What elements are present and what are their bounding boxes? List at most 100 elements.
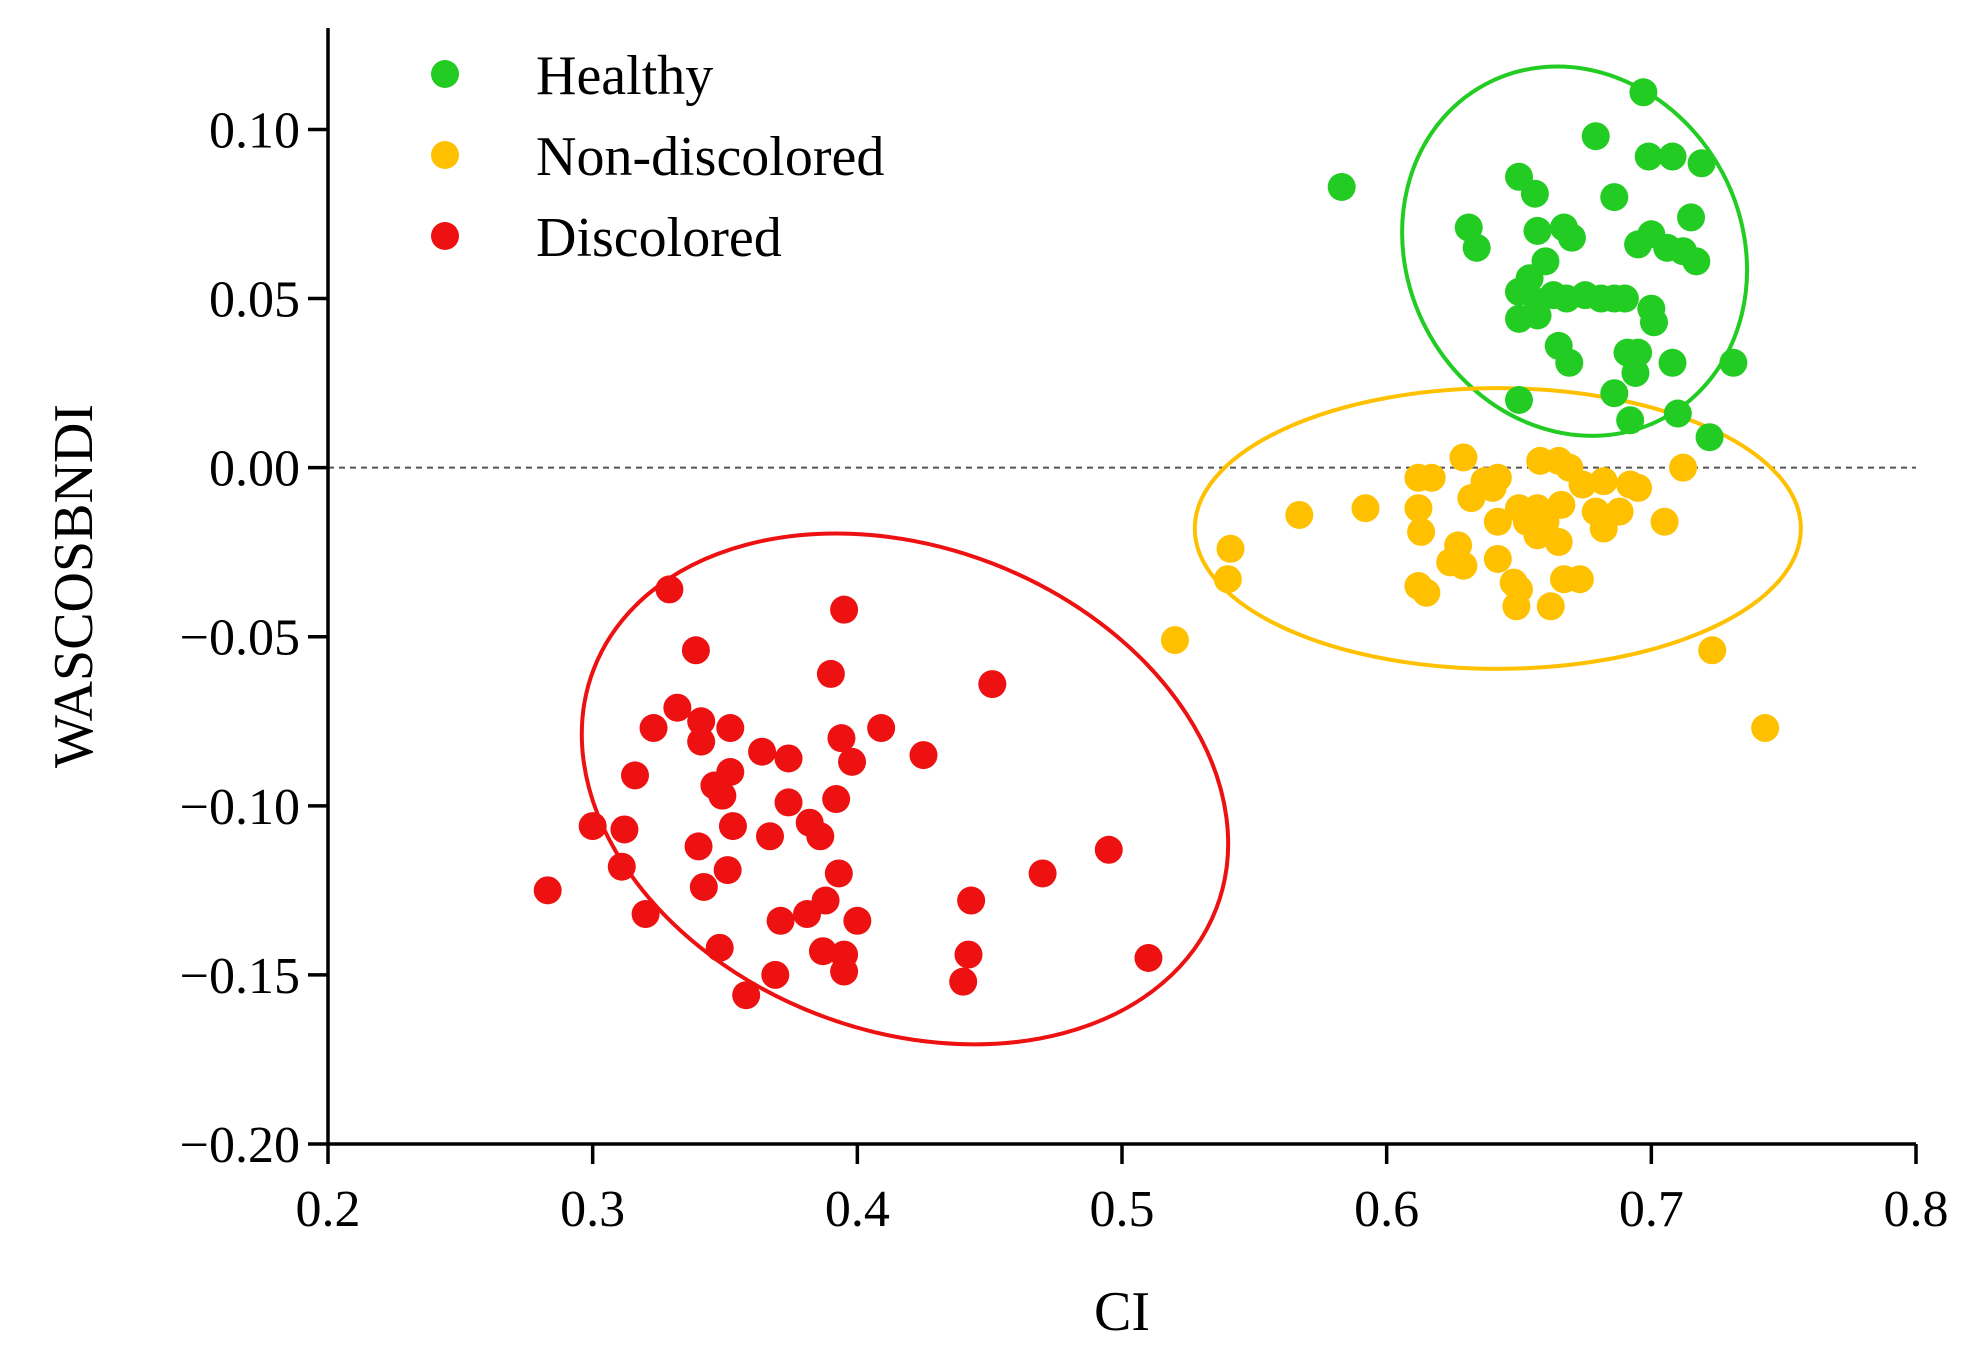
x-tick-label: 0.7 [1619, 1181, 1684, 1238]
healthy-point [1634, 142, 1663, 171]
discolored-point [1094, 835, 1123, 864]
x-tick-label: 0.4 [825, 1181, 890, 1238]
x-axis-title: CI [1094, 1281, 1150, 1343]
non-discolored-point [1669, 453, 1698, 482]
y-tick-label: 0.05 [209, 272, 300, 329]
discolored-point [909, 741, 938, 770]
healthy-point [1658, 142, 1687, 171]
discolored-point [761, 960, 790, 989]
legend-label-discolored: Discolored [536, 207, 782, 269]
non-discolored-point [1568, 470, 1597, 499]
healthy-point [1695, 423, 1724, 452]
healthy-point [1523, 216, 1552, 245]
healthy-point [1462, 233, 1491, 262]
y-tick-label: −0.20 [180, 1117, 300, 1174]
non-discolored-point [1457, 484, 1486, 513]
y-tick-label: 0.10 [209, 102, 300, 159]
discolored-point [621, 761, 650, 790]
non-discolored-point [1483, 507, 1512, 536]
healthy-point [1581, 122, 1610, 151]
y-tick-label: −0.05 [180, 610, 300, 667]
discolored-point [816, 659, 845, 688]
discolored-point [838, 747, 867, 776]
discolored-point [687, 727, 716, 756]
discolored-point [732, 981, 761, 1010]
x-tick-label: 0.5 [1090, 1181, 1155, 1238]
non-discolored-point [1449, 443, 1478, 472]
non-discolored-point [1285, 500, 1314, 529]
discolored-point [793, 900, 822, 929]
discolored-point [867, 714, 896, 743]
discolored-ellipse [579, 531, 1231, 1047]
y-tick-label: −0.15 [180, 948, 300, 1005]
non-discolored-point [1502, 592, 1531, 621]
x-tick-label: 0.6 [1354, 1181, 1419, 1238]
healthy-point [1719, 348, 1748, 377]
discolored-point [806, 822, 835, 851]
non-discolored-point [1624, 473, 1653, 502]
discolored-point [954, 940, 983, 969]
data-points [533, 78, 1780, 1010]
non-discolored-point [1407, 517, 1436, 546]
x-tick-label: 0.3 [560, 1181, 625, 1238]
non-discolored-point [1650, 507, 1679, 536]
discolored-point [689, 872, 718, 901]
non-discolored-point [1216, 534, 1245, 563]
legend-marker-discolored [431, 222, 459, 250]
non-discolored-point [1449, 551, 1478, 580]
healthy-point [1327, 172, 1356, 201]
discolored-point [774, 788, 803, 817]
non-discolored-point [1412, 578, 1441, 607]
healthy-point [1663, 399, 1692, 428]
discolored-point [607, 852, 636, 881]
healthy-point [1557, 223, 1586, 252]
y-ticks: 0.10 0.05 0.00 −0.05 −0.10 −0.15 −0.20 [180, 102, 328, 1174]
non-discolored-point [1351, 494, 1380, 523]
healthy-point [1505, 386, 1533, 414]
healthy-point [1629, 78, 1658, 107]
discolored-point [610, 815, 639, 844]
y-axis-title: WASCOSBNDI [43, 404, 105, 768]
discolored-point [684, 832, 713, 861]
discolored-point [827, 724, 856, 753]
axes [326, 28, 1916, 1146]
non-discolored-point [1213, 565, 1242, 594]
non-discolored-point [1751, 714, 1780, 743]
discolored-point [681, 636, 710, 665]
healthy-point [1682, 247, 1711, 276]
healthy-point [1610, 284, 1639, 313]
non-discolored-point [1536, 592, 1565, 621]
healthy-point [1621, 358, 1650, 387]
discolored-point [687, 707, 716, 736]
healthy-point [1658, 348, 1687, 377]
healthy-point [1687, 149, 1716, 178]
discolored-point [716, 714, 745, 743]
discolored-point [830, 595, 859, 624]
discolored-point [713, 856, 742, 885]
non-discolored-point [1478, 473, 1507, 502]
discolored-point [639, 714, 668, 743]
discolored-point [824, 859, 853, 888]
y-tick-label: 0.00 [209, 441, 300, 498]
discolored-point [533, 876, 562, 905]
non-discolored-point [1698, 636, 1727, 665]
legend-marker-non-discolored [431, 141, 459, 169]
discolored-point [705, 933, 734, 962]
discolored-point [843, 906, 872, 935]
legend-label-healthy: Healthy [536, 45, 713, 107]
discolored-point [718, 812, 747, 841]
x-tick-label: 0.2 [296, 1181, 361, 1238]
x-ticks: 0.2 0.3 0.4 0.5 0.6 0.7 0.8 [296, 1144, 1949, 1238]
non-discolored-point [1565, 565, 1594, 594]
healthy-point [1523, 301, 1552, 330]
legend: Healthy Non-discolored Discolored [431, 45, 884, 269]
discolored-point [774, 744, 803, 773]
healthy-point [1555, 348, 1584, 377]
legend-marker-healthy [431, 60, 459, 88]
discolored-point [578, 812, 607, 841]
discolored-point [949, 967, 978, 996]
discolored-point [830, 957, 859, 986]
discolored-point [822, 785, 851, 814]
y-tick-label: −0.10 [180, 779, 300, 836]
